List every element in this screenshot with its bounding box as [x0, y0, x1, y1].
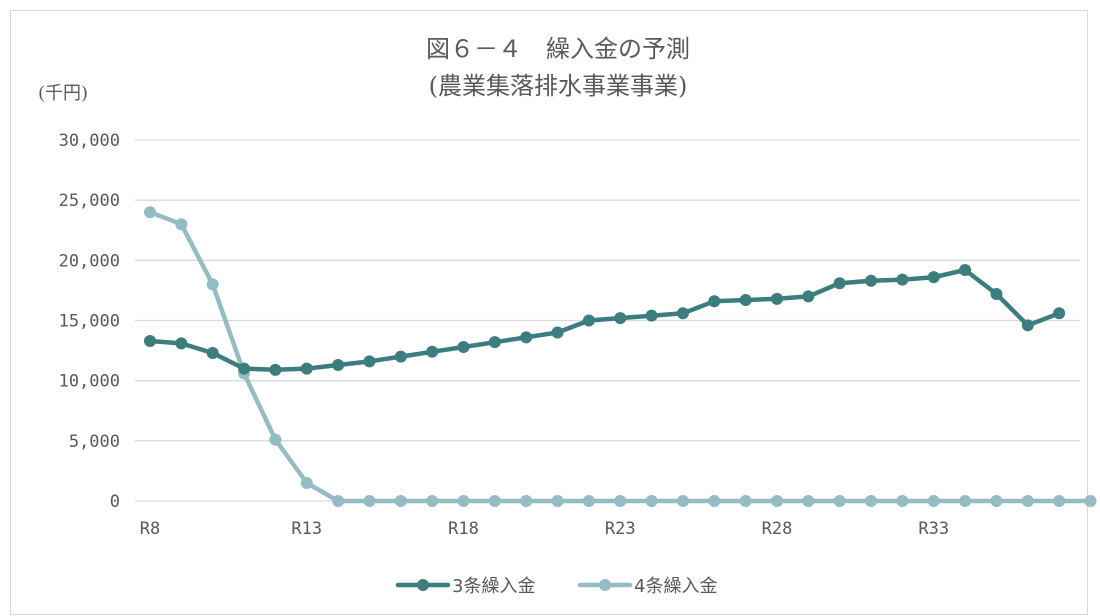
y-axis-unit-label: (千円)	[38, 83, 88, 104]
data-point	[582, 495, 595, 507]
data-point	[363, 355, 376, 368]
data-point	[457, 495, 470, 507]
legend-item: 3条繰入金	[395, 576, 535, 597]
data-point	[269, 363, 282, 376]
data-point	[927, 271, 940, 284]
x-tick-label: R23	[605, 519, 636, 539]
series-2	[144, 206, 1097, 507]
data-point	[206, 278, 219, 291]
data-point	[206, 346, 219, 359]
data-point	[676, 495, 689, 507]
data-point	[175, 337, 188, 350]
data-point	[896, 273, 909, 286]
x-tick-label: R28	[762, 519, 793, 539]
data-point	[1021, 495, 1034, 507]
data-point	[676, 307, 689, 320]
data-point	[614, 495, 627, 507]
data-point	[488, 495, 501, 507]
data-point	[927, 495, 940, 507]
x-tick-label: R8	[140, 519, 160, 539]
data-point	[426, 495, 439, 507]
legend-label: 4条繰入金	[634, 576, 717, 597]
data-point	[269, 433, 282, 446]
data-point	[332, 359, 345, 372]
x-tick-label: R13	[291, 519, 322, 539]
data-point	[582, 314, 595, 327]
y-tick-label: 15,000	[59, 312, 120, 332]
data-point	[1084, 495, 1097, 507]
data-point	[645, 309, 658, 322]
data-point	[1053, 495, 1066, 507]
data-point	[865, 495, 878, 507]
x-axis-ticks: R8 R13 R18 R23 R28 R33	[140, 519, 949, 539]
y-axis-ticks: 0 5,000 10,000 15,000 20,000 25,000 30,000	[59, 131, 120, 512]
data-point	[645, 495, 658, 507]
data-point	[771, 292, 783, 305]
data-point	[708, 295, 721, 308]
y-tick-label: 10,000	[59, 372, 120, 392]
data-point	[959, 495, 972, 507]
data-point	[520, 495, 533, 507]
data-point	[144, 206, 156, 219]
data-point	[802, 495, 815, 507]
chart-subtitle: (農業集落排水事業事業)	[429, 72, 688, 100]
x-tick-label: R33	[918, 519, 949, 539]
data-point	[520, 331, 533, 344]
data-point	[488, 336, 501, 349]
data-point	[614, 312, 627, 325]
data-point	[739, 294, 752, 307]
data-point	[771, 495, 783, 507]
data-point	[363, 495, 376, 507]
data-point	[175, 218, 188, 231]
y-tick-label: 20,000	[59, 251, 120, 271]
data-point	[1053, 307, 1066, 320]
x-tick-label: R18	[448, 519, 479, 539]
data-point	[865, 274, 878, 287]
y-tick-label: 25,000	[59, 191, 120, 211]
data-point	[990, 288, 1003, 301]
data-point	[1021, 319, 1034, 332]
chart-frame	[10, 10, 1088, 615]
y-tick-label: 30,000	[59, 131, 120, 151]
y-tick-label: 0	[110, 492, 120, 512]
data-point	[144, 334, 156, 347]
chart-title: 図６－４ 繰入金の予測	[426, 35, 690, 63]
series-1	[144, 263, 1066, 376]
data-point	[300, 476, 313, 489]
y-tick-label: 5,000	[69, 432, 120, 452]
data-point	[802, 290, 815, 303]
data-point	[332, 495, 345, 507]
data-point	[394, 495, 407, 507]
data-point	[959, 263, 972, 276]
data-point	[394, 350, 407, 363]
data-point	[457, 340, 470, 353]
legend: 3条繰入金 4条繰入金	[395, 576, 717, 597]
data-point	[238, 362, 251, 375]
legend-swatch-marker	[599, 579, 611, 591]
legend-label: 3条繰入金	[452, 576, 535, 597]
data-point	[990, 495, 1003, 507]
series-line	[147, 209, 1093, 504]
data-point	[426, 345, 439, 358]
legend-item: 4条繰入金	[577, 576, 717, 597]
data-point	[739, 495, 752, 507]
data-point	[708, 495, 721, 507]
data-point	[551, 326, 564, 339]
data-point	[300, 362, 313, 375]
series-group	[144, 206, 1097, 507]
data-point	[896, 495, 909, 507]
data-point	[833, 277, 846, 290]
data-point	[833, 495, 846, 507]
legend-swatch-marker	[417, 579, 429, 591]
data-point	[551, 495, 564, 507]
